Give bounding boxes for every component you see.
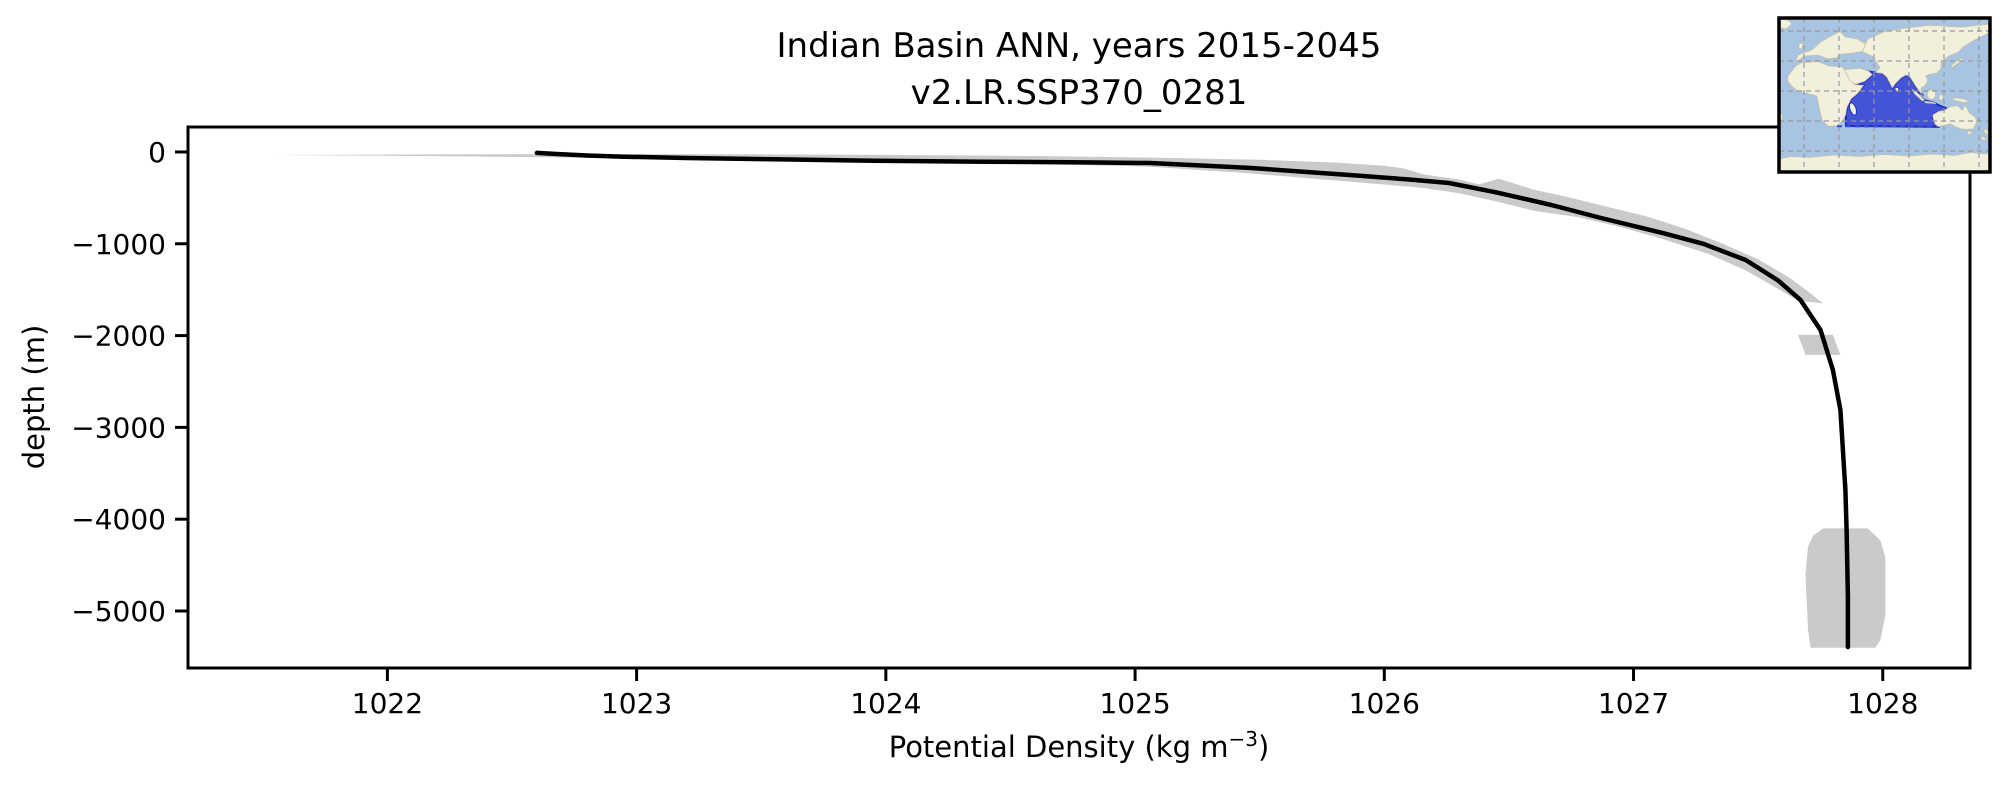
indian-basin-inset-map [1777, 16, 1992, 174]
density-profile-curve [534, 150, 1851, 650]
y-tick-label: −1000 [71, 228, 166, 261]
axes-frame [186, 125, 1972, 670]
uncertainty-band [275, 154, 1886, 648]
y-axis: 0 −1000 −2000 −3000 −4000 −5000 [71, 136, 188, 628]
map-land-new-zealand-north [1983, 127, 1989, 136]
x-tick-label: 1026 [1349, 687, 1420, 720]
x-tick-label: 1023 [601, 687, 672, 720]
x-axis-label: Potential Density (kg m−3) [889, 727, 1270, 764]
map-land-borneo [1926, 89, 1937, 100]
map-land-africa [1787, 61, 1865, 127]
inset-map-border [1777, 16, 1992, 174]
map-basin-south-boundary [1836, 125, 1938, 128]
band-patch-2 [1805, 528, 1886, 648]
x-tick-label: 1025 [1099, 687, 1170, 720]
x-tick-label: 1028 [1847, 687, 1918, 720]
inset-map-content [1779, 18, 1990, 172]
map-land-uk [1798, 42, 1804, 50]
y-tick-label: −2000 [71, 320, 166, 353]
chart-title-line2: v2.LR.SSP370_0281 [911, 73, 1248, 113]
map-land-new-zealand-south [1981, 135, 1987, 142]
map-land-antarctica [1779, 152, 1990, 172]
map-land-new-guinea [1951, 97, 1972, 104]
y-axis-label: depth (m) [17, 325, 51, 470]
y-tick-label: −4000 [71, 503, 166, 536]
band-patch-1 [1798, 334, 1841, 355]
map-land-sulawesi [1938, 94, 1944, 101]
map-land-sumatra [1911, 88, 1926, 102]
x-tick-label: 1027 [1598, 687, 1669, 720]
map-land-arabia [1843, 67, 1873, 85]
band-polygon [275, 154, 1824, 304]
map-land-madagascar [1848, 102, 1858, 116]
profile-line [534, 150, 1851, 650]
y-tick-label: 0 [148, 136, 166, 169]
map-land-java [1924, 100, 1937, 104]
map-land-greenland [1779, 18, 1793, 30]
chart-title-line1: Indian Basin ANN, years 2015-2045 [777, 26, 1382, 66]
y-tick-label: −3000 [71, 411, 166, 444]
x-tick-label: 1022 [352, 687, 423, 720]
y-tick-label: −5000 [71, 595, 166, 628]
x-axis: 1022 1023 1024 1025 1026 1027 1028 [352, 668, 1918, 720]
map-land-asia [1861, 23, 1990, 95]
x-tick-label: 1024 [850, 687, 921, 720]
map-land-tasmania [1967, 130, 1972, 135]
